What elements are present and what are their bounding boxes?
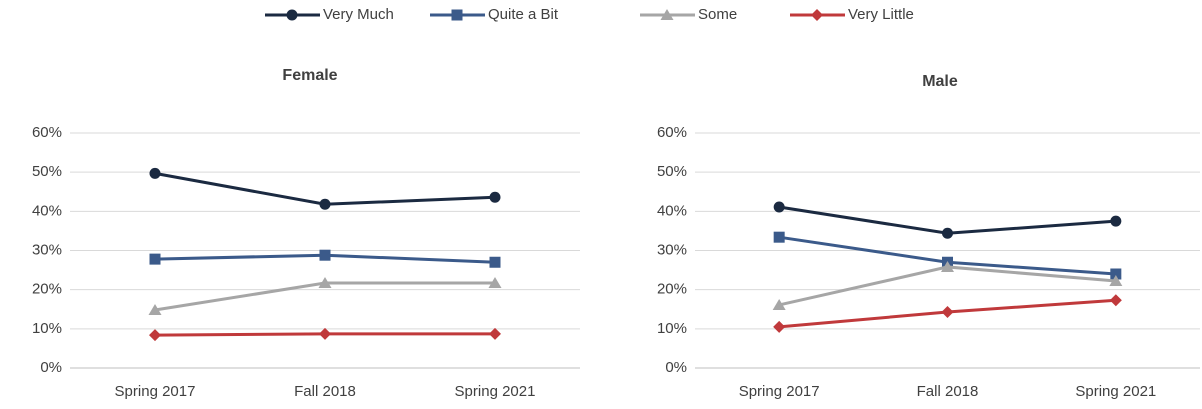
y-tick-label: 10% [657,320,687,337]
marker [149,253,161,265]
y-tick-label: 40% [657,202,687,219]
marker [660,9,674,20]
y-tick-label: 60% [32,124,62,141]
y-tick-label: 0% [40,359,62,376]
x-tick-label: Spring 2021 [1075,383,1156,400]
marker [941,260,954,272]
x-tick-label: Spring 2021 [455,383,536,400]
marker [1110,268,1122,280]
marker [451,9,463,21]
marker [489,256,501,268]
marker [149,167,161,179]
marker [772,298,786,310]
marker [148,304,162,316]
marker [773,231,785,243]
marker [941,305,954,318]
legend-label: Some [698,6,737,23]
y-tick-label: 40% [32,202,62,219]
marker [1109,294,1122,307]
marker [489,191,501,203]
y-tick-label: 20% [657,281,687,298]
marker [773,201,785,213]
marker [318,277,332,289]
series-line [778,265,1116,307]
y-tick-label: 30% [32,241,62,258]
y-tick-label: 30% [657,241,687,258]
y-tick-label: 0% [665,359,687,376]
marker [319,249,331,261]
marker [942,227,953,239]
x-tick-label: Spring 2017 [115,383,196,400]
marker [773,320,786,333]
marker [1109,275,1123,287]
marker [1110,215,1122,227]
marker [319,327,331,340]
x-tick-label: Fall 2018 [917,383,979,400]
x-tick-label: Spring 2017 [739,383,820,400]
y-tick-label: 50% [657,163,687,180]
legend-label: Very Much [323,6,394,23]
y-tick-label: 60% [657,124,687,141]
legend-label: Very Little [848,6,914,23]
marker [319,198,331,210]
marker [149,329,161,342]
marker [286,9,298,21]
legend-label: Quite a Bit [488,6,559,23]
y-tick-label: 20% [32,281,62,298]
chart-title: Male [922,73,958,90]
y-tick-label: 50% [32,163,62,180]
marker [811,9,823,21]
x-tick-label: Fall 2018 [294,383,356,400]
marker [489,327,501,340]
y-tick-label: 10% [32,320,62,337]
chart-title: Female [282,67,337,84]
marker [488,277,502,289]
